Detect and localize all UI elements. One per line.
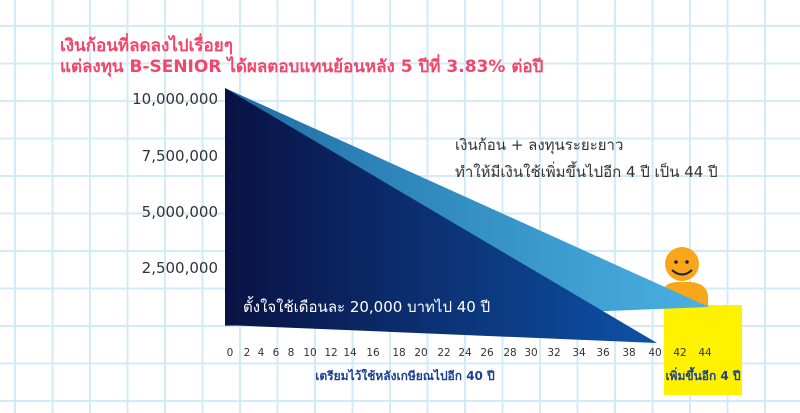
y-tick-label: 5,000,000 xyxy=(142,203,218,221)
x-tick-label: 34 xyxy=(572,347,586,359)
chart-title-line-1: เงินก้อนที่ลดลงไปเรื่อยๆ xyxy=(60,33,233,56)
y-tick-label: 2,500,000 xyxy=(142,259,218,277)
y-tick-label: 7,500,000 xyxy=(142,147,218,165)
x-tick-label: 2 xyxy=(244,347,251,359)
x-caption-extra: เพิ่มขึ้นอีก 4 ปี xyxy=(665,366,741,383)
x-tick-label: 24 xyxy=(458,347,472,359)
chart-title-line-2: แต่ลงทุน B-SENIOR ได้ผลตอบแทนย้อนหลัง 5 … xyxy=(60,54,544,77)
extra-years-highlight xyxy=(664,305,742,395)
x-tick-label: 30 xyxy=(524,347,537,359)
x-tick-label: 26 xyxy=(480,347,494,359)
x-tick-label: 38 xyxy=(622,347,635,359)
x-tick-label: 36 xyxy=(596,347,610,359)
x-tick-label: 6 xyxy=(273,347,280,359)
annotation-spend: ตั้งใจใช้เดือนละ 20,000 บาทไป 40 ปี xyxy=(243,296,490,316)
x-tick-label: 16 xyxy=(366,347,380,359)
x-tick-label: 12 xyxy=(324,347,337,359)
x-tick-label: 40 xyxy=(648,347,661,359)
x-tick-label: 8 xyxy=(288,347,295,359)
x-tick-label: 4 xyxy=(258,347,265,359)
x-tick-label: 42 xyxy=(673,347,686,359)
y-tick-label: 10,000,000 xyxy=(132,90,218,108)
x-tick-label: 18 xyxy=(392,347,405,359)
annotation-invest-line-2: ทำให้มีเงินใช้เพิ่มขึ้นไปอีก 4 ปี เป็น 4… xyxy=(455,161,718,181)
x-tick-label: 0 xyxy=(227,347,234,359)
x-tick-label: 44 xyxy=(698,347,712,359)
x-tick-label: 10 xyxy=(303,347,316,359)
x-tick-label: 28 xyxy=(503,347,516,359)
x-tick-label: 20 xyxy=(414,347,427,359)
annotation-invest-line-1: เงินก้อน + ลงทุนระยะยาว xyxy=(455,136,623,155)
x-tick-label: 14 xyxy=(343,347,357,359)
x-tick-label: 22 xyxy=(437,347,450,359)
x-tick-label: 32 xyxy=(547,347,560,359)
x-caption-main: เตรียมไว้ใช้หลังเกษียณไปอีก 40 ปี xyxy=(315,368,495,383)
series-spend-area xyxy=(225,88,657,343)
